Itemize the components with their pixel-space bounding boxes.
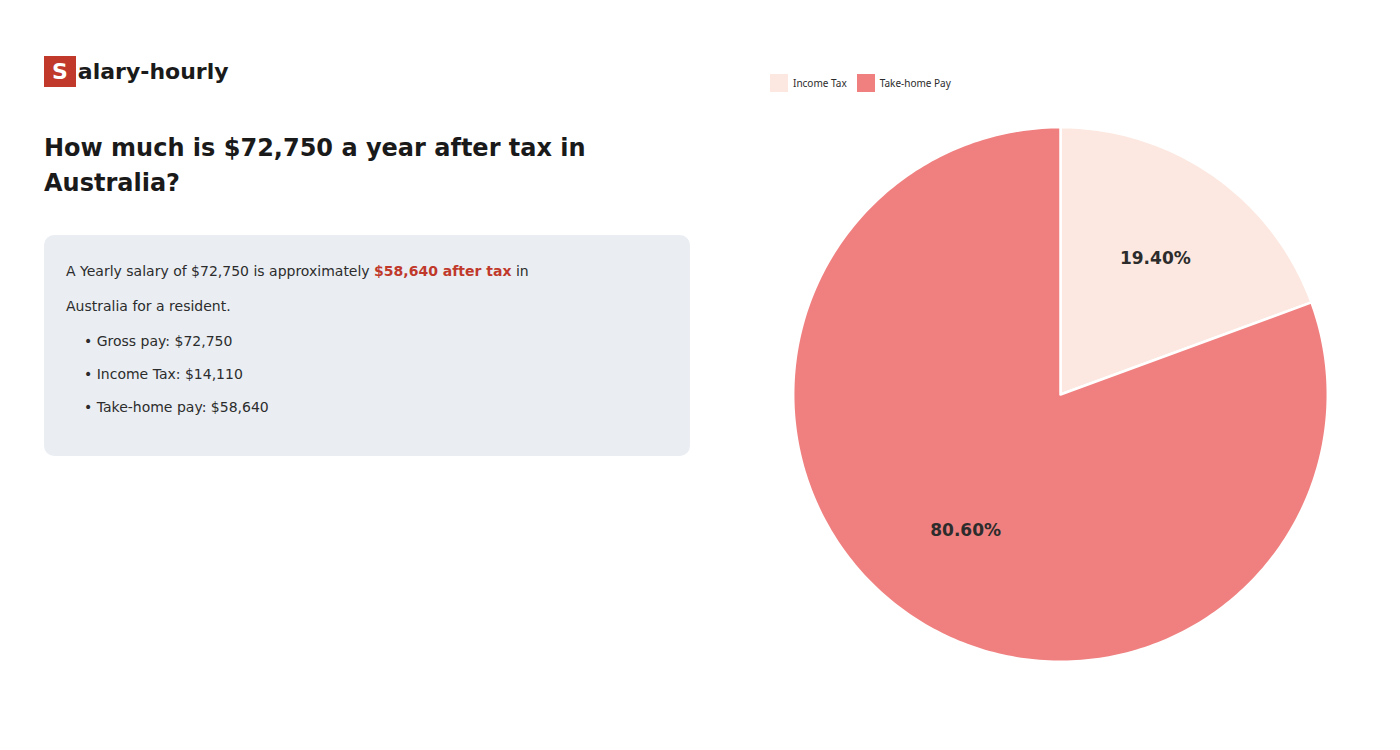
html-text:• Income Tax: $14,110: • Income Tax: $14,110 [84, 365, 243, 382]
html-text:• Take-home pay: $58,640: • Take-home pay: $58,640 [84, 398, 269, 415]
svg-text:19.40%: 19.40% [1120, 248, 1191, 268]
svg-text:80.60%: 80.60% [930, 520, 1001, 540]
html-text:alary-hourly: alary-hourly [77, 59, 229, 84]
html-text:S: S [52, 59, 68, 84]
html-text:A Yearly salary of $72,750 is: A Yearly salary of $72,750 is approximat… [66, 262, 529, 279]
html-text:Australia?: Australia? [44, 168, 180, 197]
html-text:• Gross pay: $72,750: • Gross pay: $72,750 [84, 332, 233, 349]
html-text:Income Tax: Income Tax [793, 75, 847, 90]
html-text:Take-home Pay: Take-home Pay [879, 75, 951, 90]
html-text:How much is $72,750 a year aft: How much is $72,750 a year after tax in [44, 134, 586, 162]
html-text:Australia for a resident.: Australia for a resident. [66, 297, 231, 314]
